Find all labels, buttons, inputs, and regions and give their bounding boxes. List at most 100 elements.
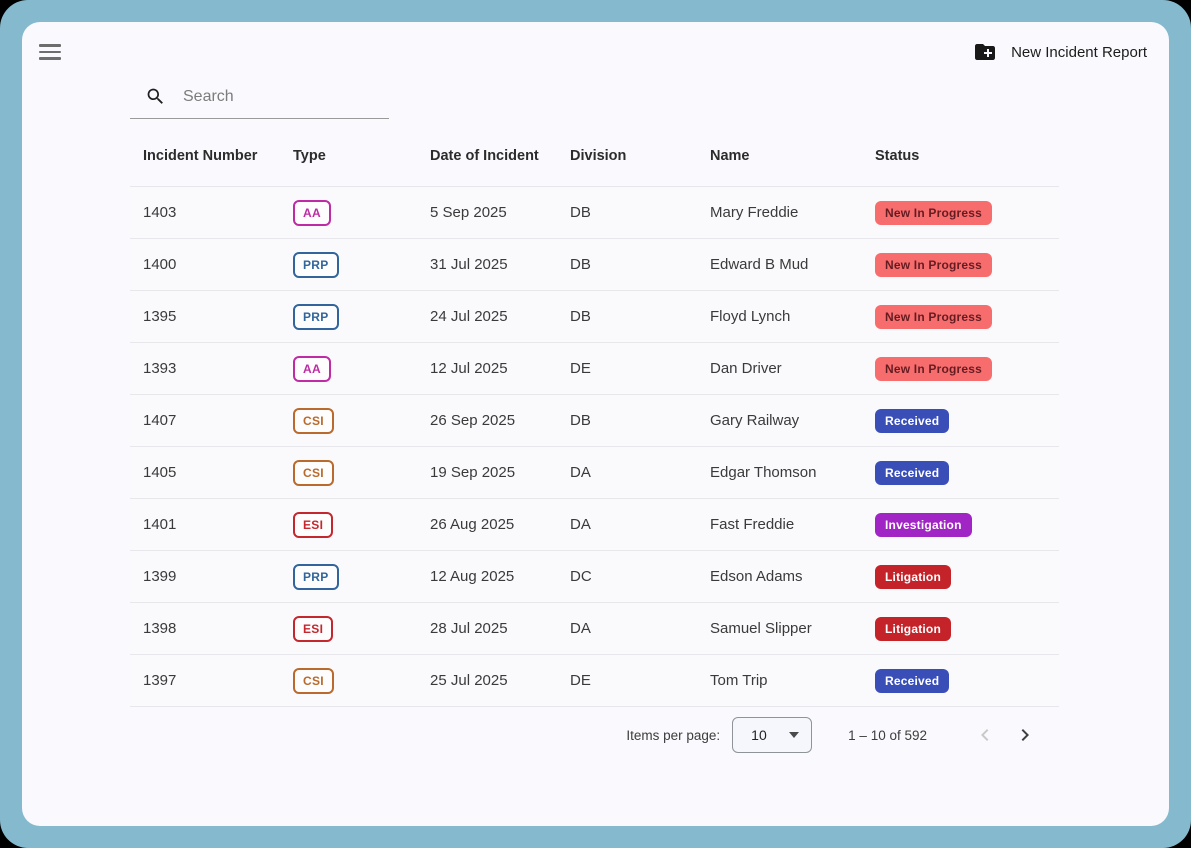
new-incident-report-button[interactable]: New Incident Report [967,36,1153,68]
cell-incident-number: 1395 [143,308,177,325]
next-page-button[interactable] [1005,715,1045,755]
cell-type: PRP [280,303,417,330]
cell-division: DA [570,516,591,533]
status-badge: Received [875,460,950,485]
cell-type: CSI [280,459,417,486]
type-badge: CSI [293,459,334,486]
type-badge: CSI [293,667,334,694]
cell-status: Litigation [862,616,1059,641]
chevron-right-icon [1021,729,1029,741]
table-row[interactable]: 1395 PRP 24 Jul 2025 DB Floyd Lynch New … [130,291,1059,343]
new-incident-report-label: New Incident Report [1011,43,1147,61]
cell-name: Edward B Mud [710,256,809,273]
cell-name: Tom Trip [710,672,768,689]
cell-status: Received [862,460,1059,485]
cell-name: Fast Freddie [710,516,795,533]
cell-type: AA [280,355,417,382]
status-badge: New In Progress [875,252,993,277]
column-header-name: Name [710,147,750,164]
cell-division: DA [570,464,591,481]
status-badge: Received [875,668,950,693]
cell-status: Received [862,668,1059,693]
chevron-left-icon [981,729,989,741]
status-badge: New In Progress [875,200,993,225]
type-badge: ESI [293,615,334,642]
table-row[interactable]: 1401 ESI 26 Aug 2025 DA Fast Freddie Inv… [130,499,1059,551]
create-new-folder-icon [975,44,996,60]
cell-division: DA [570,620,591,637]
status-badge: New In Progress [875,356,993,381]
caret-down-icon [789,732,800,738]
items-per-page-label: Items per page: [626,727,721,743]
items-per-page-select[interactable]: 10 [732,717,813,753]
type-badge: AA [293,355,331,382]
cell-date: 12 Aug 2025 [430,568,515,585]
cell-name: Edgar Thomson [710,464,817,481]
cell-date: 12 Jul 2025 [430,360,508,377]
table-row[interactable]: 1397 CSI 25 Jul 2025 DE Tom Trip Receive… [130,655,1059,707]
status-badge: Litigation [875,616,951,641]
table-row[interactable]: 1393 AA 12 Jul 2025 DE Dan Driver New In… [130,343,1059,395]
cell-incident-number: 1405 [143,464,177,481]
type-badge: ESI [293,511,334,538]
app-window: New Incident Report Incident Number Type… [22,22,1169,826]
cell-status: New In Progress [862,304,1059,329]
cell-date: 24 Jul 2025 [430,308,508,325]
cell-date: 31 Jul 2025 [430,256,508,273]
cell-name: Mary Freddie [710,204,799,221]
type-badge: PRP [293,251,339,278]
cell-incident-number: 1398 [143,620,177,637]
type-badge: PRP [293,303,339,330]
status-badge: Litigation [875,564,951,589]
column-header-status: Status [875,147,920,164]
cell-status: Investigation [862,512,1059,537]
column-header-division: Division [570,147,627,164]
cell-division: DE [570,672,591,689]
table-row[interactable]: 1407 CSI 26 Sep 2025 DB Gary Railway Rec… [130,395,1059,447]
table-row[interactable]: 1403 AA 5 Sep 2025 DB Mary Freddie New I… [130,187,1059,239]
cell-date: 26 Aug 2025 [430,516,515,533]
cell-incident-number: 1401 [143,516,177,533]
search-input[interactable] [181,86,361,107]
menu-icon[interactable] [35,39,65,65]
cell-division: DB [570,308,591,325]
table-row[interactable]: 1400 PRP 31 Jul 2025 DB Edward B Mud New… [130,239,1059,291]
cell-status: New In Progress [862,200,1059,225]
top-bar: New Incident Report [22,22,1169,68]
table-row[interactable]: 1398 ESI 28 Jul 2025 DA Samuel Slipper L… [130,603,1059,655]
cell-division: DC [570,568,592,585]
cell-status: Litigation [862,564,1059,589]
column-header-date: Date of Incident [430,147,539,164]
items-per-page-value: 10 [751,727,767,743]
cell-incident-number: 1403 [143,204,177,221]
cell-name: Gary Railway [710,412,800,429]
table-row[interactable]: 1405 CSI 19 Sep 2025 DA Edgar Thomson Re… [130,447,1059,499]
table-row[interactable]: 1399 PRP 12 Aug 2025 DC Edson Adams Liti… [130,551,1059,603]
cell-status: New In Progress [862,252,1059,277]
cell-division: DB [570,204,591,221]
status-badge: New In Progress [875,304,993,329]
cell-division: DB [570,256,591,273]
cell-incident-number: 1407 [143,412,177,429]
status-badge: Received [875,408,950,433]
cell-date: 25 Jul 2025 [430,672,508,689]
table-body: 1403 AA 5 Sep 2025 DB Mary Freddie New I… [130,187,1059,707]
cell-name: Samuel Slipper [710,620,812,637]
cell-type: CSI [280,407,417,434]
cell-type: AA [280,199,417,226]
cell-type: ESI [280,511,417,538]
cell-date: 5 Sep 2025 [430,204,507,221]
paginator: Items per page: 10 1 – 10 of 592 [130,707,1059,763]
cell-type: PRP [280,563,417,590]
cell-division: DB [570,412,591,429]
status-badge: Investigation [875,512,972,537]
cell-name: Dan Driver [710,360,782,377]
column-header-incident-number: Incident Number [143,147,258,164]
type-badge: PRP [293,563,339,590]
cell-incident-number: 1399 [143,568,177,585]
cell-date: 26 Sep 2025 [430,412,516,429]
cell-status: Received [862,408,1059,433]
search-field [130,80,389,119]
previous-page-button[interactable] [965,715,1005,755]
